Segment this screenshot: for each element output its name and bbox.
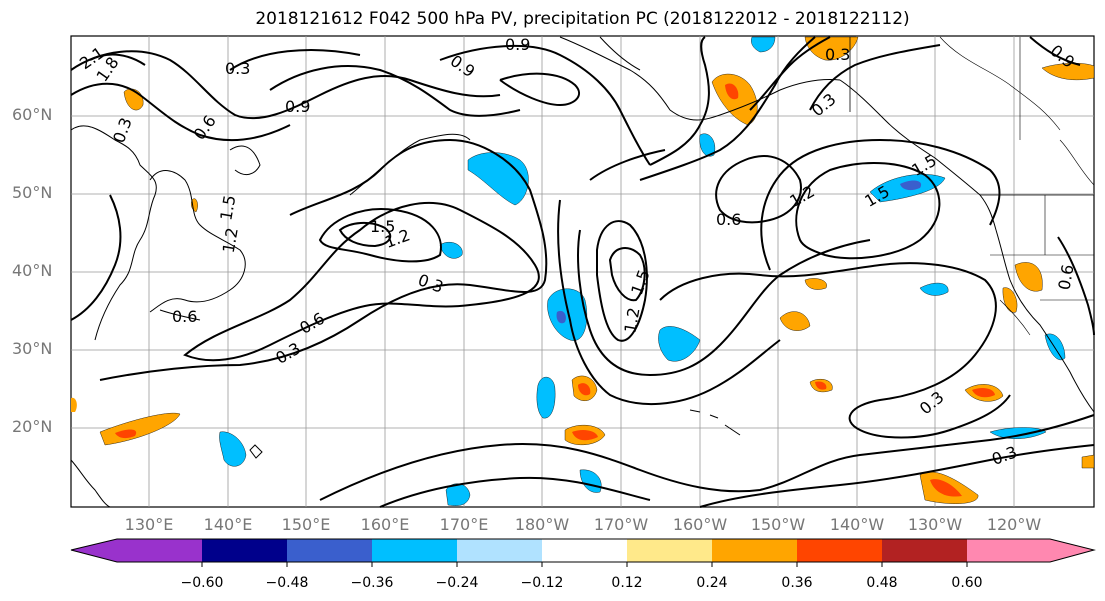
colorbar-segment	[457, 539, 542, 562]
contour-label: 1.5	[370, 217, 395, 236]
contour-label: 0.6	[716, 210, 741, 229]
precip-blob	[815, 381, 827, 390]
precip-blob	[751, 36, 776, 53]
lat-label: 50°N	[12, 183, 53, 202]
colorbar-segment	[882, 539, 967, 562]
lat-label: 30°N	[12, 339, 53, 358]
colorbar-tick-label: −0.24	[435, 575, 479, 591]
precip-blob	[572, 429, 598, 441]
precip-blob	[556, 310, 566, 324]
precip-blob	[900, 180, 922, 191]
colorbar-outline	[70, 538, 1096, 563]
precip-blob	[536, 376, 556, 419]
lat-label: 40°N	[12, 261, 53, 280]
lon-label: 140°E	[203, 515, 253, 534]
lon-label: 120°W	[986, 515, 1042, 534]
precip-blob	[919, 282, 949, 296]
colorbar-tick-label: 0.48	[866, 575, 898, 591]
contour-label: 0.3	[825, 45, 850, 64]
colorbar-tick-label: 0.24	[696, 575, 728, 591]
contour-label: 0.9	[285, 97, 310, 116]
lon-label: 160°E	[360, 515, 410, 534]
lon-label: 130°E	[124, 515, 174, 534]
colorbar-segment	[372, 539, 457, 562]
colorbar-tick-label: 0.60	[951, 575, 983, 591]
lon-label: 160°W	[672, 515, 728, 534]
colorbar	[70, 538, 1096, 567]
lon-label: 180°W	[514, 515, 570, 534]
lat-label: 60°N	[12, 105, 53, 124]
colorbar-tick-label: 0.12	[611, 575, 643, 591]
contour-label: 1.5	[216, 194, 239, 222]
contour-label: 1.2	[620, 306, 643, 334]
lat-label: 20°N	[12, 417, 53, 436]
contour-label: 1.2	[219, 226, 242, 254]
precip-blob	[804, 278, 827, 290]
precip-blob	[547, 288, 588, 341]
colorbar-tick-label: −0.36	[350, 575, 394, 591]
lon-label: 170°W	[593, 515, 649, 534]
lon-label: 130°W	[907, 515, 963, 534]
lon-label: 150°E	[281, 515, 331, 534]
precip-blob	[711, 73, 758, 126]
lon-label: 150°W	[750, 515, 806, 534]
colorbar-segment	[627, 539, 712, 562]
precip-blob	[71, 397, 77, 412]
colorbar-segment	[71, 539, 202, 562]
precip-blob	[779, 311, 811, 331]
precip-blob	[1014, 262, 1043, 292]
colorbar-segment	[542, 539, 627, 562]
precip-blob	[699, 133, 716, 157]
contour-label: 0.3	[225, 59, 250, 78]
colorbar-tick-label: −0.48	[265, 575, 309, 591]
pv-contours	[70, 36, 1095, 508]
contour-label: 0.6	[1054, 263, 1077, 291]
colorbar-tick-label: −0.60	[180, 575, 224, 591]
contour-label: 0.9	[505, 35, 530, 54]
colorbar-segment	[202, 539, 287, 562]
contour-label: 0.6	[172, 307, 197, 326]
precip-blob	[115, 429, 137, 439]
map-title: 2018121612 F042 500 hPa PV, precipitatio…	[255, 9, 910, 29]
precip-blob	[219, 431, 247, 467]
colorbar-segment	[712, 539, 797, 562]
precip-blob	[972, 387, 995, 398]
lon-label: 170°E	[439, 515, 489, 534]
colorbar-segment	[797, 539, 882, 562]
precip-blob	[1081, 454, 1095, 469]
precip-blob	[725, 83, 739, 100]
precip-blob	[658, 326, 701, 362]
colorbar-tick-label: −0.12	[520, 575, 564, 591]
colorbar-segment	[967, 539, 1094, 562]
colorbar-tick-label: 0.36	[781, 575, 813, 591]
precip-shading	[71, 36, 1095, 506]
precip-blob	[930, 479, 962, 497]
coastlines	[70, 36, 1095, 508]
colorbar-segment	[287, 539, 372, 562]
lon-label: 140°W	[829, 515, 885, 534]
precip-blob	[439, 242, 463, 259]
precip-blob	[578, 383, 591, 396]
precip-blob	[1041, 63, 1095, 81]
